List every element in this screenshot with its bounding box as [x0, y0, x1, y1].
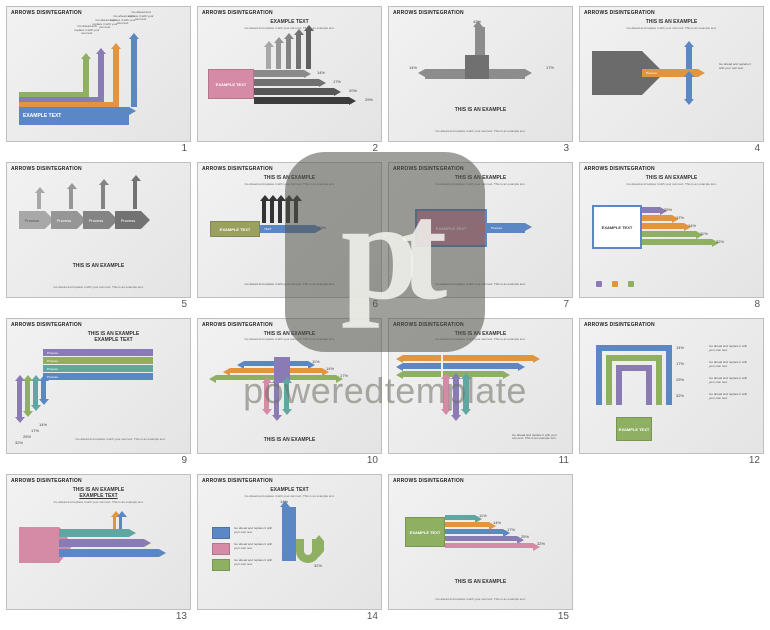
slide-cell[interactable]: ARROWS DISINTEGRATION THIS IS AN EXAMPLE… — [388, 318, 573, 468]
slide-header: ARROWS DISINTEGRATION — [7, 7, 190, 17]
slide-number: 1 — [6, 142, 191, 156]
slide-7: ARROWS DISINTEGRATION THIS IS AN EXAMPLE… — [388, 162, 573, 298]
slide-cell[interactable]: ARROWS DISINTEGRATION EXAMPLE TEXT 11% 1… — [388, 474, 573, 624]
slide-14: ARROWS DISINTEGRATION EXAMPLE TEXT Go ah… — [197, 474, 382, 610]
thumbnail-grid: ARROWS DISINTEGRATION EXAMPLE TEXT Go ah… — [0, 0, 770, 630]
slide-8: ARROWS DISINTEGRATION THIS IS AN EXAMPLE… — [579, 162, 764, 298]
slide-cell[interactable]: ARROWS DISINTEGRATION THIS IS AN EXAMPLE… — [388, 162, 573, 312]
slide-cell[interactable]: ARROWS DISINTEGRATION THIS IS AN EXAMPLE… — [6, 318, 191, 468]
slide-cell[interactable]: ARROWS DISINTEGRATION EXAMPLE TEXT 14% 1… — [579, 318, 764, 468]
slide-11: ARROWS DISINTEGRATION THIS IS AN EXAMPLE… — [388, 318, 573, 454]
slide-header: ARROWS DISINTEGRATION — [198, 7, 381, 17]
slide-5: ARROWS DISINTEGRATION Process Process Pr… — [6, 162, 191, 298]
slide-cell[interactable]: ARROWS DISINTEGRATION 42% 17% 14% THIS I… — [388, 6, 573, 156]
slide-cell[interactable]: ARROWS DISINTEGRATION THIS IS AN EXAMPLE… — [579, 162, 764, 312]
slide-2: ARROWS DISINTEGRATION EXAMPLE TEXT Go ah… — [197, 6, 382, 142]
slide-cell[interactable]: ARROWS DISINTEGRATION THIS IS AN EXAMPLE… — [197, 318, 382, 468]
slide-6: ARROWS DISINTEGRATION THIS IS AN EXAMPLE… — [197, 162, 382, 298]
slide-cell[interactable]: ARROWS DISINTEGRATION THIS IS AN EXAMPLE… — [579, 6, 764, 156]
slide-13: ARROWS DISINTEGRATION THIS IS AN EXAMPLE… — [6, 474, 191, 610]
slide-9: ARROWS DISINTEGRATION THIS IS AN EXAMPLE… — [6, 318, 191, 454]
slide-cell[interactable]: ARROWS DISINTEGRATION EXAMPLE TEXT Go ah… — [197, 474, 382, 624]
slide-12: ARROWS DISINTEGRATION EXAMPLE TEXT 14% 1… — [579, 318, 764, 454]
slide-cell[interactable]: ARROWS DISINTEGRATION Process Process Pr… — [6, 162, 191, 312]
slide-cell[interactable]: ARROWS DISINTEGRATION THIS IS AN EXAMPLE… — [197, 162, 382, 312]
slide-10: ARROWS DISINTEGRATION THIS IS AN EXAMPLE… — [197, 318, 382, 454]
slide-cell[interactable]: ARROWS DISINTEGRATION EXAMPLE TEXT Go ah… — [197, 6, 382, 156]
slide-cell[interactable]: ARROWS DISINTEGRATION THIS IS AN EXAMPLE… — [6, 474, 191, 624]
slide-1: ARROWS DISINTEGRATION EXAMPLE TEXT Go ah… — [6, 6, 191, 142]
slide-15: ARROWS DISINTEGRATION EXAMPLE TEXT 11% 1… — [388, 474, 573, 610]
slide-3: ARROWS DISINTEGRATION 42% 17% 14% THIS I… — [388, 6, 573, 142]
slide-4: ARROWS DISINTEGRATION THIS IS AN EXAMPLE… — [579, 6, 764, 142]
slide-cell[interactable]: ARROWS DISINTEGRATION EXAMPLE TEXT Go ah… — [6, 6, 191, 156]
